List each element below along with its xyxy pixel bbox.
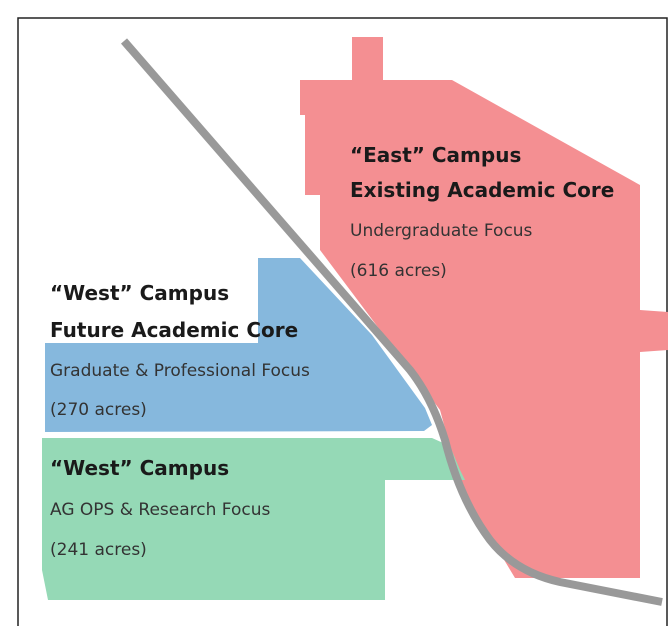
region-focus: Graduate & Professional Focus xyxy=(50,361,310,381)
region-focus: Undergraduate Focus xyxy=(350,221,533,241)
region-title: “West” Campus xyxy=(50,281,229,305)
east-campus-region xyxy=(300,37,668,578)
region-focus: AG OPS & Research Focus xyxy=(50,500,270,520)
region-area: (241 acres) xyxy=(50,540,147,560)
region-area: (270 acres) xyxy=(50,400,147,420)
region-title: Future Academic Core xyxy=(50,318,298,342)
region-title: Existing Academic Core xyxy=(350,178,614,202)
road xyxy=(120,38,663,606)
west-ag-region xyxy=(42,438,465,600)
region-area: (616 acres) xyxy=(350,261,447,281)
region-title: “East” Campus xyxy=(350,143,521,167)
region-title: “West” Campus xyxy=(50,456,229,480)
west-future-region xyxy=(45,258,432,432)
